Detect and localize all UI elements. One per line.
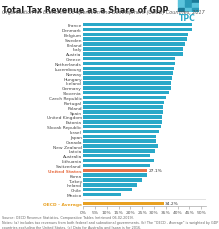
Bar xyxy=(83,29,192,32)
Bar xyxy=(192,0,199,4)
Bar xyxy=(83,48,183,52)
Text: 27.1%: 27.1% xyxy=(148,169,162,173)
Bar xyxy=(83,130,159,134)
Bar xyxy=(83,193,121,196)
Bar xyxy=(83,116,162,119)
Bar xyxy=(83,169,147,172)
Bar xyxy=(83,183,137,187)
Bar xyxy=(83,145,157,148)
Bar xyxy=(83,164,150,167)
Bar xyxy=(178,4,184,8)
Text: TPC: TPC xyxy=(179,14,196,23)
Text: Total Tax Revenue as a Share of GDP: Total Tax Revenue as a Share of GDP xyxy=(2,6,169,15)
Bar xyxy=(83,92,169,95)
Bar xyxy=(83,150,155,153)
Bar xyxy=(83,174,147,177)
Bar xyxy=(83,111,163,114)
Bar xyxy=(192,9,199,12)
Bar xyxy=(83,87,171,90)
Text: Organisation for Economic Co-operation and Development (OECD) Countries, 2017: Organisation for Economic Co-operation a… xyxy=(2,10,205,15)
Bar xyxy=(185,9,192,12)
Bar xyxy=(83,43,185,47)
Bar xyxy=(83,106,163,109)
Bar xyxy=(83,159,154,163)
Bar xyxy=(83,135,156,139)
Bar xyxy=(185,4,192,8)
Bar xyxy=(83,53,183,56)
Bar xyxy=(185,0,192,4)
Bar xyxy=(83,140,156,143)
Bar xyxy=(83,24,192,27)
Bar xyxy=(83,82,171,85)
Bar xyxy=(83,67,175,71)
Bar xyxy=(83,178,142,182)
Bar xyxy=(83,38,187,42)
Bar xyxy=(83,58,175,61)
Bar xyxy=(83,101,164,105)
Text: 34.2%: 34.2% xyxy=(165,202,179,205)
Bar xyxy=(83,33,188,37)
Bar xyxy=(83,120,162,124)
Text: Source: OECD Revenue Statistics, Comparative Tables (retrieved 06.02.2019).
Note: Source: OECD Revenue Statistics, Compara… xyxy=(2,215,219,229)
Bar xyxy=(83,188,132,192)
Bar xyxy=(178,0,184,4)
Bar xyxy=(178,9,184,12)
Bar xyxy=(83,77,172,80)
Bar xyxy=(83,72,173,76)
Bar xyxy=(83,96,166,100)
Bar xyxy=(83,63,175,66)
Bar xyxy=(192,4,199,8)
Bar xyxy=(83,125,161,129)
Bar xyxy=(83,154,150,158)
Bar xyxy=(83,202,164,205)
